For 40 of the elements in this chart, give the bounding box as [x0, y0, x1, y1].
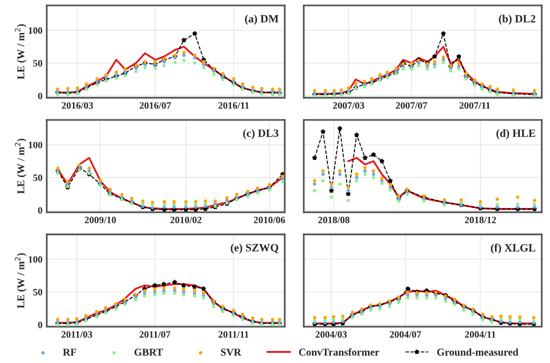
y-tick-label: 100: [28, 256, 42, 263]
y-tick-label: 0: [38, 322, 42, 328]
x-tick-label: 2018/08: [318, 216, 350, 224]
x-tick-label: 2018/12: [464, 216, 496, 224]
y-tick-label: 100: [28, 142, 42, 148]
text: (d) HLE: [496, 129, 536, 140]
x-tick-label: 2011/03: [62, 331, 92, 338]
legend-label: SVR: [220, 348, 242, 356]
x-tick-label: 2004/03: [316, 331, 347, 338]
x-tick-label: 2010/06: [254, 216, 286, 224]
y-axis-title: LE (W / m$^{2}$): [14, 253, 26, 308]
x-tick-label: 2004/11: [465, 331, 496, 338]
x-tick-label: 2007/11: [460, 102, 490, 109]
y-tick-label: 100: [28, 27, 42, 34]
x-tick-label: 2011/07: [140, 331, 170, 338]
text: (e) SZWQ: [230, 244, 278, 254]
y-tick-label: 0: [38, 92, 42, 100]
legend-label: GBRT: [134, 348, 163, 356]
legend-label: Ground-measured: [437, 348, 518, 356]
x-tick-label: 2007/03: [333, 102, 364, 109]
x-tick-label: 2009/10: [84, 216, 116, 224]
text: (a) DM: [245, 14, 278, 25]
y-axis-title: LE (W / m$^{2}$): [14, 138, 26, 194]
x-tick-label: 2010/02: [170, 216, 202, 224]
y-axis-title: LE (W / m$^{2}$): [14, 24, 26, 80]
text: (b) DL2: [498, 14, 536, 25]
legend-label: ConvTransformer: [299, 348, 380, 356]
y-tick-label: 50: [33, 288, 42, 296]
y-tick-label: 50: [33, 60, 42, 67]
x-tick-label: 2011/11: [218, 331, 248, 338]
y-tick-label: 0: [38, 207, 42, 214]
x-tick-label: 2004/07: [390, 331, 422, 338]
x-tick-label: 2016/03: [62, 102, 93, 109]
x-tick-label: 2016/07: [140, 102, 171, 109]
legend-label: RF: [62, 348, 76, 356]
text: (f) XLGL: [490, 244, 536, 254]
y-tick-label: 50: [33, 174, 42, 181]
text: (c) DL3: [243, 129, 278, 140]
x-tick-label: 2016/11: [218, 102, 249, 109]
x-tick-label: 2007/07: [396, 102, 428, 109]
